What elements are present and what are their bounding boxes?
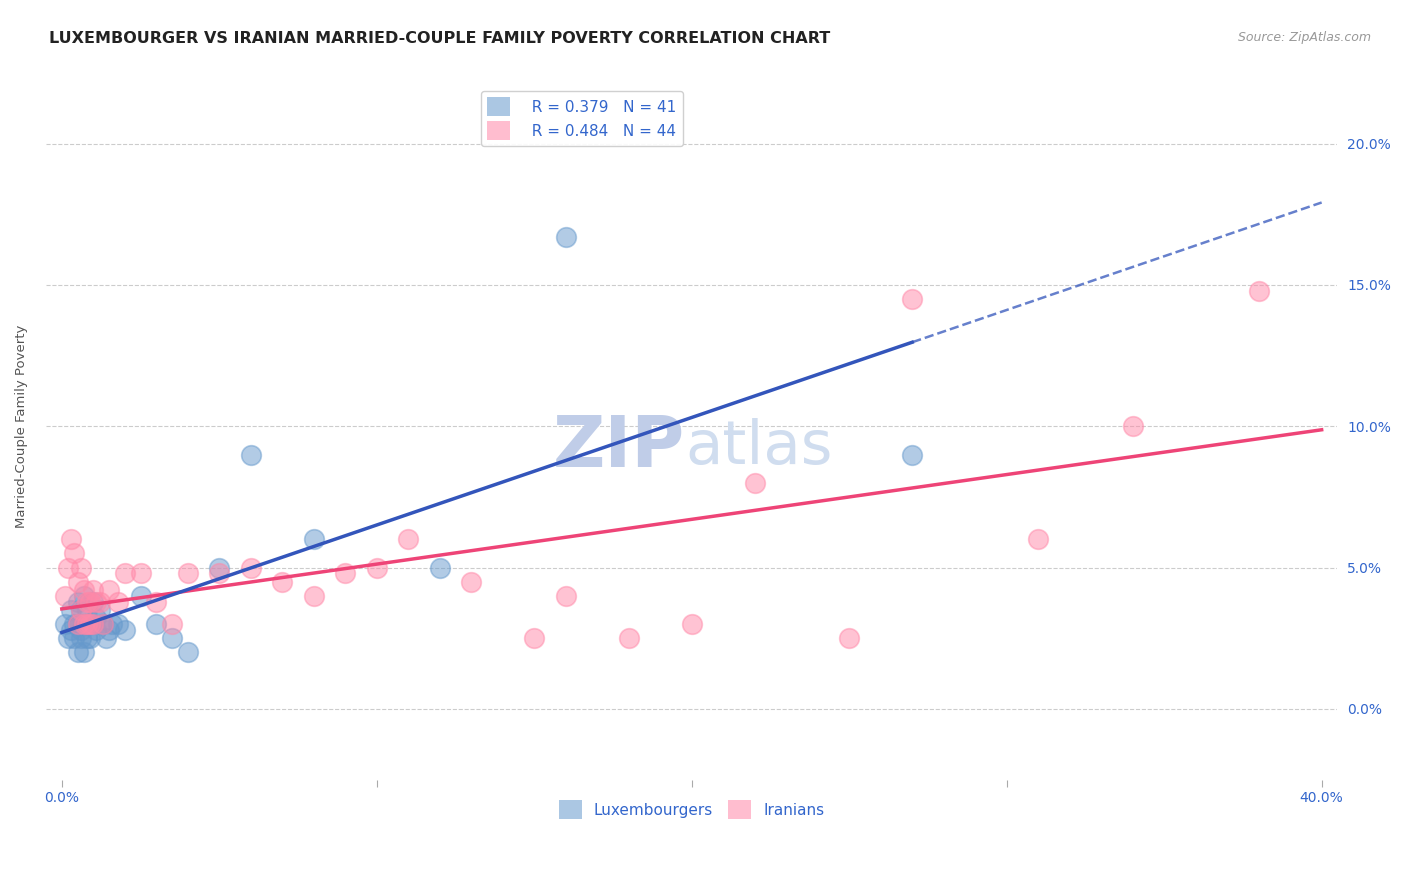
Point [66, 617, 89, 632]
Point [53, 589, 76, 603]
Point [91, 617, 114, 632]
Point [53, 617, 76, 632]
Point [107, 617, 129, 632]
Point [1122, 419, 1144, 434]
Point [66, 594, 89, 608]
Point [554, 230, 576, 244]
Point [429, 560, 451, 574]
Point [66, 617, 89, 632]
Point [86, 623, 108, 637]
Point [208, 566, 231, 581]
Point [73, 589, 96, 603]
Point [901, 292, 924, 306]
Point [56, 560, 79, 574]
Point [69, 603, 91, 617]
Point [60, 603, 83, 617]
Point [129, 589, 152, 603]
Point [145, 594, 167, 608]
Point [76, 594, 98, 608]
Point [76, 632, 98, 646]
Point [91, 617, 114, 632]
Point [69, 603, 91, 617]
Point [63, 632, 86, 646]
Text: ZIP: ZIP [553, 413, 685, 482]
Point [69, 560, 91, 574]
Point [56, 632, 79, 646]
Point [66, 645, 89, 659]
Point [177, 566, 200, 581]
Point [98, 623, 121, 637]
Point [73, 645, 96, 659]
Point [89, 594, 111, 608]
Point [69, 623, 91, 637]
Point [129, 566, 152, 581]
Point [239, 560, 262, 574]
Point [114, 623, 136, 637]
Point [160, 617, 183, 632]
Point [82, 617, 104, 632]
Point [79, 594, 101, 608]
Point [82, 617, 104, 632]
Point [82, 583, 104, 598]
Point [366, 560, 388, 574]
Point [76, 617, 98, 632]
Point [60, 623, 83, 637]
Point [177, 645, 200, 659]
Point [1026, 533, 1049, 547]
Point [744, 475, 766, 490]
Point [73, 617, 96, 632]
Point [79, 632, 101, 646]
Text: Source: ZipAtlas.com: Source: ZipAtlas.com [1237, 31, 1371, 45]
Point [1247, 284, 1270, 298]
Point [901, 448, 924, 462]
Point [271, 574, 294, 589]
Point [66, 574, 89, 589]
Point [86, 594, 108, 608]
Text: LUXEMBOURGER VS IRANIAN MARRIED-COUPLE FAMILY POVERTY CORRELATION CHART: LUXEMBOURGER VS IRANIAN MARRIED-COUPLE F… [49, 31, 831, 46]
Point [79, 617, 101, 632]
Point [69, 632, 91, 646]
Legend: Luxembourgers, Iranians: Luxembourgers, Iranians [553, 794, 831, 825]
Point [114, 566, 136, 581]
Point [86, 611, 108, 625]
Point [681, 617, 703, 632]
Point [554, 589, 576, 603]
Point [73, 583, 96, 598]
Point [335, 566, 357, 581]
Point [208, 560, 231, 574]
Point [98, 583, 121, 598]
Point [89, 603, 111, 617]
Point [838, 632, 860, 646]
Text: atlas: atlas [685, 418, 832, 477]
Point [63, 617, 86, 632]
Point [617, 632, 640, 646]
Y-axis label: Married-Couple Family Poverty: Married-Couple Family Poverty [15, 325, 28, 528]
Point [107, 594, 129, 608]
Point [523, 632, 546, 646]
Point [239, 448, 262, 462]
Point [82, 594, 104, 608]
Point [160, 632, 183, 646]
Point [60, 533, 83, 547]
Point [79, 617, 101, 632]
Point [101, 617, 124, 632]
Point [302, 589, 325, 603]
Point [76, 617, 98, 632]
Point [63, 546, 86, 560]
Point [302, 533, 325, 547]
Point [396, 533, 419, 547]
Point [145, 617, 167, 632]
Point [460, 574, 482, 589]
Point [73, 617, 96, 632]
Point [76, 603, 98, 617]
Point [94, 632, 117, 646]
